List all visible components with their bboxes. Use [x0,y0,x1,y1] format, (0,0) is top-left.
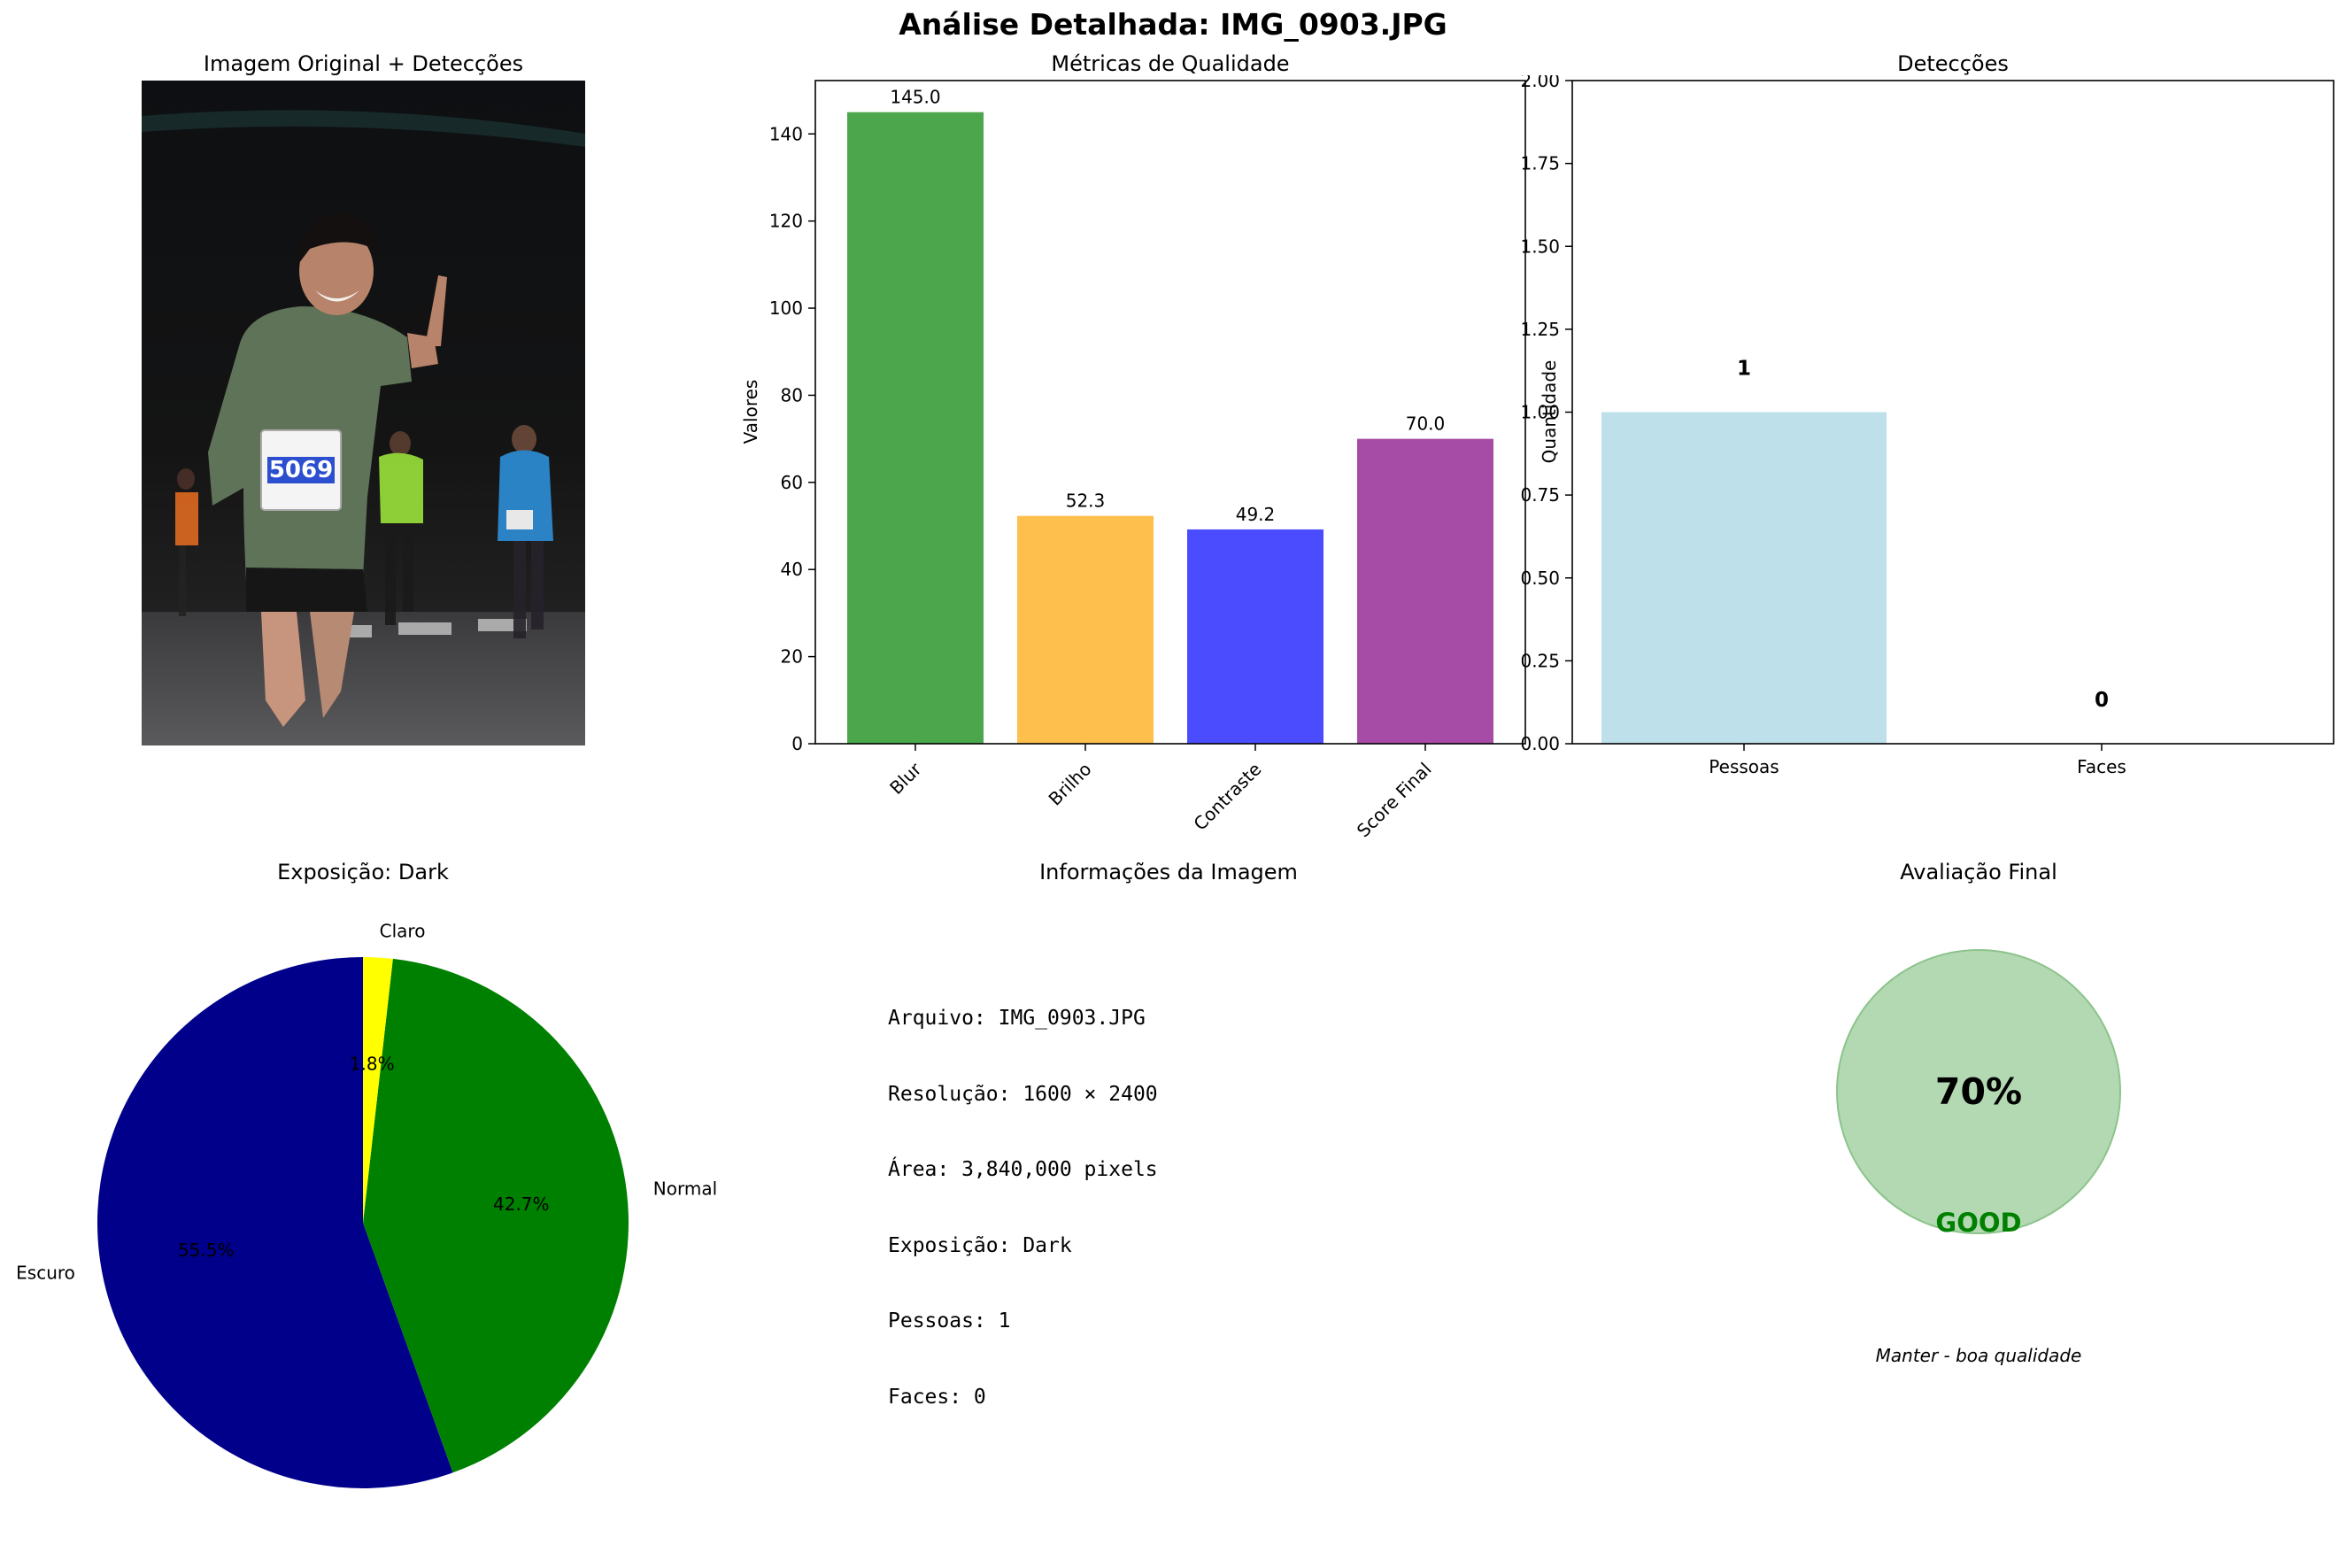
pie-pct-0: 55.5% [178,1240,235,1261]
info-panel-title: Informações da Imagem [1039,860,1298,884]
recommendation-text: Manter - boa qualidade [1876,1345,2082,1366]
pie-slice-0 [97,957,453,1488]
info-line-exposure: Exposição: Dark [888,1233,1072,1257]
quality-y-tick-label-6: 120 [769,211,803,232]
quality-y-tick-label-4: 80 [781,384,803,406]
quality-y-tick-label-1: 20 [781,646,803,668]
quality-y-tick-label-2: 40 [781,559,803,580]
detections-y-tick-label-4: 1.00 [1520,402,1560,423]
bib-number: 5069 [269,457,333,483]
detections-y-tick-label-7: 1.75 [1520,153,1560,174]
pie-slice-2 [363,957,393,1223]
verdict-panel-title: Avaliação Final [1900,860,2057,884]
quality-bar-value-2: 49.2 [1236,504,1276,525]
quality-y-axis-label: Valores [740,380,761,444]
detections-y-tick-label-3: 0.75 [1520,484,1560,506]
figure-title: Análise Detalhada: IMG_0903.JPG [899,7,1447,42]
info-line-people: Pessoas: 1 [888,1309,1011,1332]
quality-y-tick-label-3: 60 [781,472,803,493]
quality-bar-0 [847,112,984,744]
pie-pct-2: 1.8% [350,1053,395,1074]
detections-y-tick-label-1: 0.25 [1520,650,1560,671]
pie-label-0: Escuro [16,1263,75,1284]
quality-bar-1 [1017,515,1154,744]
pie-label-1: Normal [653,1178,717,1200]
quality-chart-title: Métricas de Qualidade [1051,51,1290,76]
exposure-pie-chart: Escuro 55.5% Normal 42.7% Claro 1.8% [16,921,717,1488]
runner-photo-illustration: 5069 [142,81,585,745]
detections-x-tick-label-0: Pessoas [1709,756,1779,777]
quality-bar-2 [1187,529,1323,744]
quality-grade: GOOD [1935,1208,2021,1238]
quality-bar-value-3: 70.0 [1406,413,1446,435]
quality-axes-frame [814,80,1526,745]
image-info-text: Arquivo: IMG_0903.JPG Resolução: 1600 × … [888,955,1158,1435]
quality-y-tick-label-0: 0 [791,733,803,754]
quality-x-tick-label-1: Brilho [1045,759,1096,810]
photo-panel-title: Imagem Original + Detecções [203,51,524,76]
quality-x-tick-label-0: Blur [885,758,926,799]
detections-bar-value-1: 0 [2095,689,2109,712]
quality-x-tick-label-2: Contraste [1189,759,1265,835]
detections-axes-frame [1571,80,2334,745]
quality-bar-chart: 145.0 52.3 49.2 70.0 0 20 40 60 80 100 120 140 Blu… [740,80,1526,842]
info-line-faces: Faces: 0 [888,1385,986,1409]
info-line-area: Área: 3,840,000 pixels [888,1158,1158,1181]
info-line-file: Arquivo: IMG_0903.JPG [888,1007,1146,1030]
verdict-graphic: 70% GOOD Manter - boa qualidade [1836,949,2121,1366]
detections-y-axis-label: Quantidade [1539,360,1560,464]
detections-bar-chart: 10 0.000.250.500.751.001.251.501.752.00 … [1520,75,2334,777]
detections-y-tick-label-0: 0.00 [1520,733,1560,754]
quality-y-tick-label-5: 100 [769,297,803,319]
quality-y-tick-label-7: 140 [769,123,803,144]
detections-y-tick-label-6: 1.50 [1520,236,1560,257]
exposure-chart-title: Exposição: Dark [277,860,449,884]
detections-x-tick-label-1: Faces [2077,756,2126,777]
detections-chart-title: Detecções [1897,51,2009,76]
pie-pct-1: 42.7% [493,1193,550,1215]
runner-photo: 5069 [142,81,585,745]
quality-x-tick-label-3: Score Final [1353,759,1436,842]
quality-bar-value-1: 52.3 [1066,490,1106,512]
detections-y-tick-label-8: 2.00 [1520,75,1560,91]
info-line-resolution: Resolução: 1600 × 2400 [888,1082,1158,1106]
detections-bar-0 [1601,412,1887,744]
pie-label-2: Claro [380,921,426,942]
quality-bar-3 [1357,438,1493,744]
score-circle [1836,949,2121,1234]
score-value: 70% [1935,1070,2022,1113]
detections-bar-value-0: 1 [1737,358,1751,381]
detections-y-tick-label-2: 0.50 [1520,568,1560,589]
pie-slice-1 [363,958,629,1473]
quality-bar-value-0: 145.0 [890,87,940,108]
detections-y-tick-label-5: 1.25 [1520,319,1560,340]
